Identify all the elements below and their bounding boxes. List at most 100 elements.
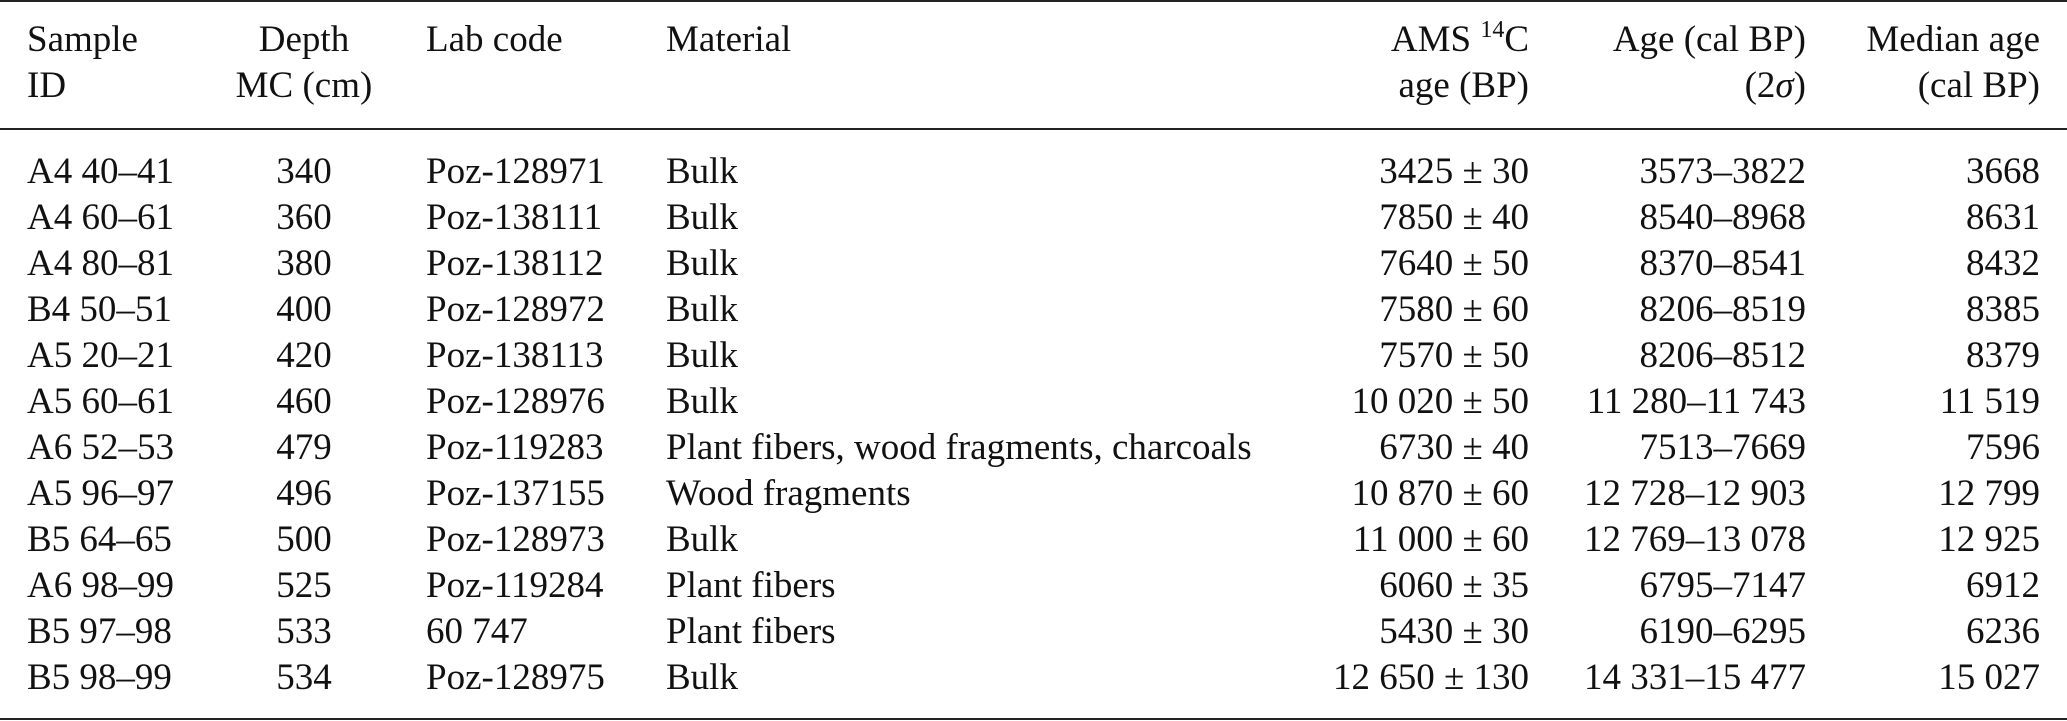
cell-depth: 479 (276, 427, 332, 468)
header-line: (cal BP) (1917, 65, 2040, 106)
cell-sample-id: B5 98–99 (27, 657, 172, 698)
row-pad (2040, 333, 2067, 379)
cell-sample-id: B5 97–98 (27, 611, 172, 652)
table-row: B5 64–65 500 Poz-128973 Bulk 11 000 ± 60 12 7… (0, 517, 2067, 563)
cell-median-age: 11 519 (1939, 381, 2040, 422)
cell-median-age: 6912 (1966, 565, 2040, 606)
header-line (666, 63, 1300, 109)
row-pad (2040, 241, 2067, 287)
header-depth: Depth MC (cm) (230, 1, 378, 130)
cell-material: Bulk (666, 335, 738, 376)
cell-sample-id: A5 96–97 (27, 473, 174, 514)
table-row: A4 60–61 360 Poz-138111 Bulk 7850 ± 40 8540–8… (0, 195, 2067, 241)
cell-depth: 420 (276, 335, 332, 376)
cell-sample-id: A6 98–99 (27, 565, 174, 606)
header-line: (2σ) (1529, 63, 1806, 109)
cell-ams-age: 7850 ± 40 (1379, 197, 1529, 238)
header-line: Sample (27, 19, 138, 60)
table-row: B5 98–99 534 Poz-128975 Bulk 12 650 ± 130 14 … (0, 655, 2067, 701)
spacer (0, 701, 2067, 719)
cell-ams-age: 12 650 ± 130 (1332, 657, 1529, 698)
isotope-superscript: 14 (1480, 17, 1505, 43)
cell-ams-age: 10 020 ± 50 (1351, 381, 1529, 422)
cell-depth: 500 (276, 519, 332, 560)
header-median-age: Median age (cal BP) (1806, 1, 2040, 130)
cell-material: Plant fibers, wood fragments, charcoals (666, 427, 1252, 468)
header-line: ID (27, 65, 67, 106)
cell-sample-id: A4 60–61 (27, 197, 174, 238)
header-sample-id: Sample ID (0, 1, 230, 130)
row-pad (2040, 609, 2067, 655)
header-pad (2040, 1, 2067, 130)
cell-lab-code: Poz-128971 (426, 151, 605, 192)
cell-lab-code: Poz-128972 (426, 289, 605, 330)
cell-material: Wood fragments (666, 473, 911, 514)
cell-ams-age: 7570 ± 50 (1379, 335, 1529, 376)
table-body: A4 40–41 340 Poz-128971 Bulk 3425 ± 30 3573–3… (0, 129, 2067, 719)
cell-median-age: 12 925 (1938, 519, 2040, 560)
header-line: MC (cm) (235, 65, 373, 106)
cell-ams-age: 6730 ± 40 (1379, 427, 1529, 468)
cell-median-age: 15 027 (1938, 657, 2040, 698)
row-pad (2040, 195, 2067, 241)
header-ams-age: AMS 14C age (BP) (1300, 1, 1529, 130)
cell-depth: 534 (276, 657, 332, 698)
header-line: Lab code (426, 19, 563, 60)
cell-material: Bulk (666, 289, 738, 330)
cell-depth: 380 (276, 243, 332, 284)
cell-cal-age-range: 14 331–15 477 (1584, 657, 1806, 698)
cell-sample-id: B4 50–51 (27, 289, 172, 330)
row-pad (2040, 563, 2067, 609)
cell-lab-code: Poz-128975 (426, 657, 605, 698)
cell-material: Bulk (666, 381, 738, 422)
cell-material: Bulk (666, 197, 738, 238)
table-header: Sample ID Depth MC (cm) Lab code Materia… (0, 1, 2067, 130)
cell-median-age: 8631 (1966, 197, 2040, 238)
header-cal-age: Age (cal BP) (2σ) (1529, 1, 1806, 130)
cell-median-age: 3668 (1966, 151, 2040, 192)
cell-depth: 340 (276, 151, 332, 192)
cell-cal-age-range: 8540–8968 (1639, 197, 1807, 238)
cell-ams-age: 11 000 ± 60 (1352, 519, 1529, 560)
sigma-symbol: σ (1775, 65, 1794, 106)
cell-cal-age-range: 6190–6295 (1639, 611, 1807, 652)
table-row: A4 40–41 340 Poz-128971 Bulk 3425 ± 30 3573–3… (0, 149, 2067, 195)
cell-cal-age-range: 8206–8519 (1639, 289, 1807, 330)
cell-sample-id: A6 52–53 (27, 427, 174, 468)
cell-cal-age-range: 12 728–12 903 (1584, 473, 1806, 514)
cell-material: Bulk (666, 243, 738, 284)
header-material: Material (666, 1, 1300, 130)
cell-sample-id: A5 20–21 (27, 335, 174, 376)
cell-lab-code: Poz-137155 (426, 473, 605, 514)
row-pad (2040, 655, 2067, 701)
header-text: C (1504, 19, 1529, 60)
cell-cal-age-range: 8370–8541 (1639, 243, 1807, 284)
cell-ams-age: 3425 ± 30 (1379, 151, 1529, 192)
cell-sample-id: A4 40–41 (27, 151, 174, 192)
cell-lab-code: Poz-119283 (426, 427, 604, 468)
table-row: A5 60–61 460 Poz-128976 Bulk 10 020 ± 50 11 2… (0, 379, 2067, 425)
table-row: A6 52–53 479 Poz-119283 Plant fibers, wood … (0, 425, 2067, 471)
table-row: A5 20–21 420 Poz-138113 Bulk 7570 ± 50 8206–8… (0, 333, 2067, 379)
cell-lab-code: Poz-138111 (426, 197, 603, 238)
cell-sample-id: A5 60–61 (27, 381, 174, 422)
cell-lab-code: Poz-128976 (426, 381, 605, 422)
header-line: Material (666, 19, 792, 60)
header-text: (2 (1744, 65, 1776, 106)
cell-ams-age: 7580 ± 60 (1379, 289, 1529, 330)
cell-median-age: 8385 (1966, 289, 2040, 330)
spacer (0, 129, 2067, 149)
cell-material: Bulk (666, 657, 738, 698)
header-line: Median age (1866, 19, 2040, 60)
cell-median-age: 12 799 (1938, 473, 2040, 514)
cell-cal-age-range: 8206–8512 (1639, 335, 1807, 376)
cell-depth: 360 (276, 197, 332, 238)
cell-material: Bulk (666, 519, 738, 560)
row-pad (2040, 149, 2067, 195)
cell-ams-age: 10 870 ± 60 (1351, 473, 1529, 514)
cell-depth: 400 (276, 289, 332, 330)
cell-ams-age: 6060 ± 35 (1379, 565, 1529, 606)
table-row: A4 80–81 380 Poz-138112 Bulk 7640 ± 50 8370–8… (0, 241, 2067, 287)
cell-sample-id: B5 64–65 (27, 519, 172, 560)
